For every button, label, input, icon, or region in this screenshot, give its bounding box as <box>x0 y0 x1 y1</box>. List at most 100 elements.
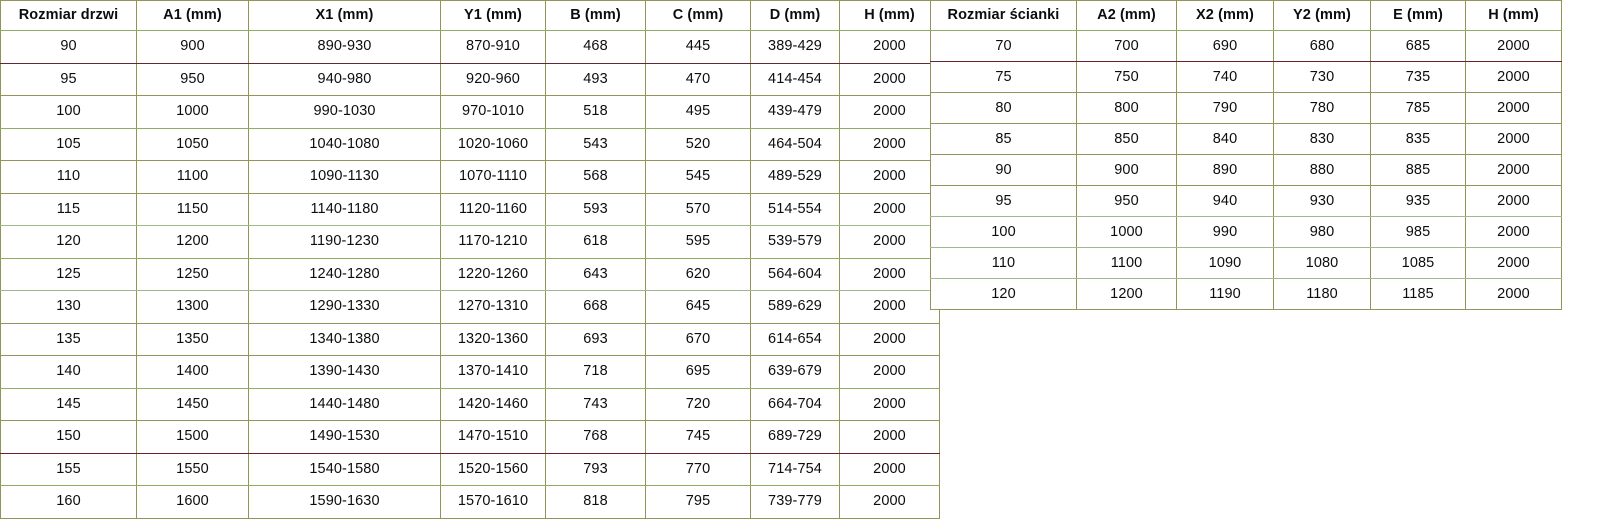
wall-cell-r6-c1: 1000 <box>1076 216 1177 248</box>
wall-cell-r3-c5: 2000 <box>1465 123 1562 155</box>
door-cell-r1-c7: 2000 <box>839 62 940 96</box>
wall-cell-r5-c5: 2000 <box>1465 185 1562 217</box>
wall-cell-r5-c2: 940 <box>1176 185 1274 217</box>
table-row: 110 1100 1090-1130 1070-1110 568 545 489-529 20… <box>0 160 940 194</box>
table-row: 90 900 890-930 870-910 468 445 389-429 2000 <box>0 30 940 64</box>
door-cell-r9-c2: 1340-1380 <box>248 322 441 356</box>
door-cell-r4-c6: 489-529 <box>750 160 840 194</box>
door-cell-r1-c0: 95 <box>0 62 137 96</box>
door-cell-r0-c1: 900 <box>136 30 249 64</box>
door-cell-r1-c5: 470 <box>645 62 751 96</box>
door-column-header-5: C (mm) <box>645 0 751 31</box>
door-cell-r0-c5: 445 <box>645 30 751 64</box>
door-cell-r9-c5: 670 <box>645 322 751 356</box>
wall-cell-r8-c4: 1185 <box>1370 278 1466 310</box>
table-row: 135 1350 1340-1380 1320-1360 693 670 614-654 20… <box>0 322 940 356</box>
wall-column-header-3: Y2 (mm) <box>1273 0 1371 31</box>
table-row: 100 1000 990 980 985 2000 <box>930 216 1562 248</box>
wall-cell-r4-c5: 2000 <box>1465 154 1562 186</box>
wall-cell-r6-c5: 2000 <box>1465 216 1562 248</box>
door-cell-r12-c3: 1470-1510 <box>440 420 546 454</box>
door-cell-r14-c4: 818 <box>545 485 646 519</box>
wall-cell-r3-c2: 840 <box>1176 123 1274 155</box>
door-size-table-container: Rozmiar drzwi A1 (mm) X1 (mm) Y1 (mm) B (mm)… <box>0 0 940 519</box>
door-cell-r5-c1: 1150 <box>136 192 249 226</box>
wall-cell-r4-c0: 90 <box>930 154 1077 186</box>
wall-cell-r6-c2: 990 <box>1176 216 1274 248</box>
table-row: 100 1000 990-1030 970-1010 518 495 439-479 2000 <box>0 95 940 129</box>
wall-cell-r1-c3: 730 <box>1273 61 1371 93</box>
door-cell-r5-c5: 570 <box>645 192 751 226</box>
door-cell-r9-c4: 693 <box>545 322 646 356</box>
table-row: 145 1450 1440-1480 1420-1460 743 720 664-704 20… <box>0 387 940 421</box>
door-column-header-0: Rozmiar drzwi <box>0 0 137 31</box>
door-cell-r10-c3: 1370-1410 <box>440 355 546 389</box>
door-cell-r13-c2: 1540-1580 <box>248 452 441 486</box>
table-row: 85 850 840 830 835 2000 <box>930 123 1562 155</box>
door-cell-r7-c2: 1240-1280 <box>248 257 441 291</box>
door-cell-r14-c6: 739-779 <box>750 485 840 519</box>
door-table-header: Rozmiar drzwi A1 (mm) X1 (mm) Y1 (mm) B (mm)… <box>0 0 940 31</box>
door-cell-r5-c4: 593 <box>545 192 646 226</box>
door-cell-r0-c6: 389-429 <box>750 30 840 64</box>
door-cell-r2-c3: 970-1010 <box>440 95 546 129</box>
door-cell-r12-c0: 150 <box>0 420 137 454</box>
door-cell-r4-c4: 568 <box>545 160 646 194</box>
door-cell-r6-c3: 1170-1210 <box>440 225 546 259</box>
door-cell-r11-c0: 145 <box>0 387 137 421</box>
door-cell-r13-c7: 2000 <box>839 452 940 486</box>
wall-cell-r4-c1: 900 <box>1076 154 1177 186</box>
door-cell-r2-c7: 2000 <box>839 95 940 129</box>
table-row: 120 1200 1190 1180 1185 2000 <box>930 278 1562 310</box>
door-cell-r3-c2: 1040-1080 <box>248 127 441 161</box>
door-cell-r7-c1: 1250 <box>136 257 249 291</box>
wall-cell-r0-c5: 2000 <box>1465 30 1562 62</box>
door-cell-r11-c2: 1440-1480 <box>248 387 441 421</box>
wall-cell-r7-c2: 1090 <box>1176 247 1274 279</box>
wall-cell-r3-c0: 85 <box>930 123 1077 155</box>
door-cell-r10-c1: 1400 <box>136 355 249 389</box>
table-row: 105 1050 1040-1080 1020-1060 543 520 464-504 20… <box>0 127 940 161</box>
wall-cell-r1-c2: 740 <box>1176 61 1274 93</box>
door-column-header-4: B (mm) <box>545 0 646 31</box>
door-cell-r3-c1: 1050 <box>136 127 249 161</box>
door-cell-r14-c7: 2000 <box>839 485 940 519</box>
door-cell-r3-c6: 464-504 <box>750 127 840 161</box>
door-cell-r0-c0: 90 <box>0 30 137 64</box>
wall-column-header-4: E (mm) <box>1370 0 1466 31</box>
door-cell-r7-c7: 2000 <box>839 257 940 291</box>
door-column-header-2: X1 (mm) <box>248 0 441 31</box>
door-cell-r1-c4: 493 <box>545 62 646 96</box>
wall-cell-r4-c4: 885 <box>1370 154 1466 186</box>
wall-cell-r8-c5: 2000 <box>1465 278 1562 310</box>
wall-cell-r3-c1: 850 <box>1076 123 1177 155</box>
door-cell-r8-c5: 645 <box>645 290 751 324</box>
wall-cell-r1-c1: 750 <box>1076 61 1177 93</box>
door-cell-r12-c7: 2000 <box>839 420 940 454</box>
door-cell-r11-c1: 1450 <box>136 387 249 421</box>
door-cell-r13-c1: 1550 <box>136 452 249 486</box>
door-cell-r12-c1: 1500 <box>136 420 249 454</box>
door-size-table: Rozmiar drzwi A1 (mm) X1 (mm) Y1 (mm) B (mm)… <box>0 0 940 519</box>
wall-table-header: Rozmiar ścianki A2 (mm) X2 (mm) Y2 (mm) E (m… <box>930 0 1562 31</box>
door-cell-r3-c4: 543 <box>545 127 646 161</box>
door-cell-r1-c6: 414-454 <box>750 62 840 96</box>
wall-cell-r0-c3: 680 <box>1273 30 1371 62</box>
door-cell-r4-c1: 1100 <box>136 160 249 194</box>
wall-cell-r0-c0: 70 <box>930 30 1077 62</box>
door-cell-r8-c2: 1290-1330 <box>248 290 441 324</box>
door-cell-r7-c0: 125 <box>0 257 137 291</box>
table-row: 125 1250 1240-1280 1220-1260 643 620 564-604 20… <box>0 257 940 291</box>
door-column-header-1: A1 (mm) <box>136 0 249 31</box>
door-cell-r8-c4: 668 <box>545 290 646 324</box>
door-cell-r14-c0: 160 <box>0 485 137 519</box>
door-cell-r1-c1: 950 <box>136 62 249 96</box>
door-cell-r8-c1: 1300 <box>136 290 249 324</box>
door-cell-r12-c4: 768 <box>545 420 646 454</box>
table-row: 150 1500 1490-1530 1470-1510 768 745 689-729 20… <box>0 420 940 454</box>
door-cell-r6-c7: 2000 <box>839 225 940 259</box>
door-cell-r0-c7: 2000 <box>839 30 940 64</box>
wall-cell-r7-c4: 1085 <box>1370 247 1466 279</box>
wall-cell-r2-c3: 780 <box>1273 92 1371 124</box>
